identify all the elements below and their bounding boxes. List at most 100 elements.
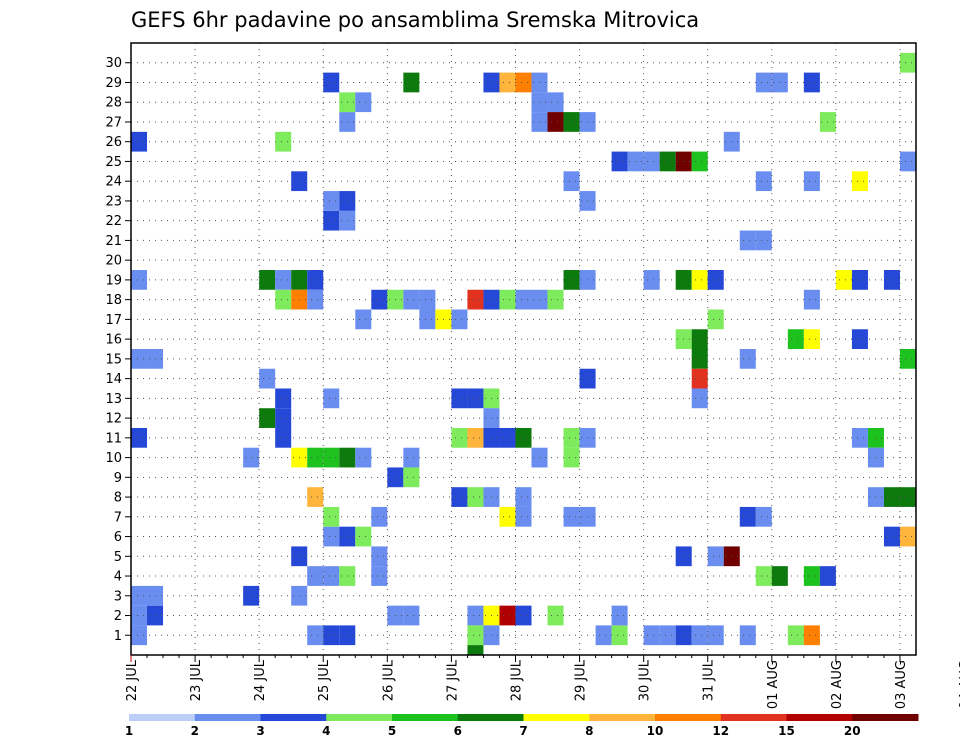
heatmap-cell bbox=[643, 625, 660, 646]
y-tick-label: 23 bbox=[105, 194, 122, 209]
heatmap-cell bbox=[803, 329, 820, 349]
heatmap-cell bbox=[835, 270, 852, 290]
heatmap-cell bbox=[659, 625, 676, 646]
y-tick-label: 7 bbox=[114, 510, 122, 525]
heatmap-cell bbox=[323, 210, 340, 231]
heatmap-cell bbox=[739, 506, 756, 527]
heatmap-cell bbox=[851, 329, 868, 349]
colorbar-swatch bbox=[852, 714, 919, 721]
heatmap-cell bbox=[131, 270, 148, 290]
y-tick-label: 13 bbox=[105, 392, 122, 407]
heatmap-cell bbox=[707, 309, 724, 330]
heatmap-cell bbox=[563, 447, 580, 468]
heatmap-cell bbox=[643, 151, 660, 172]
heatmap-cell bbox=[755, 506, 772, 527]
heatmap-cell bbox=[563, 171, 580, 192]
heatmap-cell bbox=[307, 566, 324, 586]
y-tick-label: 6 bbox=[114, 530, 122, 545]
colorbar-swatch bbox=[326, 714, 393, 721]
heatmap-cell bbox=[467, 605, 484, 626]
heatmap-cell bbox=[707, 546, 724, 567]
grid-layer bbox=[131, 43, 916, 655]
heatmap-cell bbox=[307, 289, 324, 310]
heatmap-cell bbox=[451, 487, 468, 507]
heatmap-cell bbox=[883, 487, 900, 507]
heatmap-cell bbox=[899, 52, 916, 73]
heatmap-cell bbox=[899, 526, 916, 547]
heatmap-cell bbox=[691, 151, 708, 172]
heatmap-cell bbox=[131, 605, 148, 626]
cells-layer bbox=[131, 52, 916, 655]
x-tick-label: 29 JUL bbox=[574, 659, 589, 701]
heatmap-cell bbox=[755, 230, 772, 251]
heatmap-cell bbox=[899, 487, 916, 507]
heatmap-cell bbox=[851, 270, 868, 290]
heatmap-cell bbox=[355, 92, 372, 113]
y-tick-label: 11 bbox=[105, 431, 122, 446]
heatmap-cell bbox=[323, 506, 340, 527]
colorbar-swatch bbox=[786, 714, 853, 721]
heatmap-cell bbox=[419, 289, 436, 310]
x-tick-label: 25 JUL bbox=[317, 659, 332, 701]
colorbar-swatch bbox=[260, 714, 327, 721]
heatmap-cell bbox=[307, 270, 324, 290]
heatmap-cell bbox=[323, 72, 340, 93]
heatmap-cell bbox=[611, 625, 628, 646]
heatmap-cell bbox=[371, 506, 388, 527]
heatmap-cell bbox=[899, 349, 916, 369]
heatmap-cell bbox=[275, 408, 292, 428]
heatmap-cell bbox=[515, 72, 532, 93]
x-tick-label: 31 JUL bbox=[702, 659, 717, 701]
colorbar-label: 20 bbox=[844, 724, 861, 738]
y-tick-label: 24 bbox=[105, 175, 122, 190]
x-tick-label: 24 JUL bbox=[253, 659, 268, 701]
y-tick-label: 17 bbox=[105, 313, 122, 328]
colorbar-swatch bbox=[129, 714, 196, 721]
heatmap-cell bbox=[403, 467, 420, 488]
heatmap-cell bbox=[515, 289, 532, 310]
y-tick-labels: 1234567891011121314151617181920212223242… bbox=[105, 56, 131, 644]
heatmap-cell bbox=[515, 506, 532, 527]
x-tick-label: 26 JUL bbox=[381, 659, 396, 701]
y-tick-label: 15 bbox=[105, 352, 122, 367]
colorbar-swatch bbox=[655, 714, 722, 721]
y-tick-label: 27 bbox=[105, 115, 122, 130]
heatmap-cell bbox=[691, 368, 708, 389]
x-tick-labels: 22 JUL 23 JUL 24 JUL 25 JUL 26 JUL 27 JUL 28 J… bbox=[125, 655, 960, 709]
plot-frame bbox=[130, 42, 917, 656]
heatmap-cell bbox=[259, 368, 276, 389]
y-tick-label: 2 bbox=[114, 609, 122, 624]
heatmap-cell bbox=[547, 605, 564, 626]
heatmap-cell bbox=[691, 329, 708, 349]
colorbar-label: 7 bbox=[519, 724, 527, 738]
heatmap-cell bbox=[131, 427, 148, 448]
heatmap-cell bbox=[499, 506, 516, 527]
y-tick-label: 12 bbox=[105, 412, 122, 427]
heatmap-cell bbox=[467, 625, 484, 646]
colorbar-swatch bbox=[194, 714, 261, 721]
x-tick-label: 03 AUG bbox=[894, 660, 909, 709]
y-tick-label: 16 bbox=[105, 333, 122, 348]
heatmap-cell bbox=[755, 566, 772, 586]
heatmap-cell bbox=[323, 191, 340, 211]
heatmap-cell bbox=[323, 526, 340, 547]
colorbar-label: 8 bbox=[585, 724, 593, 738]
heatmap-cell bbox=[755, 72, 772, 93]
x-tick-label: 28 JUL bbox=[509, 659, 524, 701]
heatmap-cell bbox=[547, 289, 564, 310]
heatmap-cell bbox=[499, 289, 516, 310]
y-tick-label: 28 bbox=[105, 96, 122, 111]
heatmap-cell bbox=[323, 625, 340, 646]
heatmap-cell bbox=[323, 447, 340, 468]
heatmap-cell bbox=[803, 625, 820, 646]
heatmap-cell bbox=[739, 625, 756, 646]
heatmap-cell bbox=[563, 112, 580, 132]
y-tick-label: 21 bbox=[105, 234, 122, 249]
heatmap-cell bbox=[467, 487, 484, 507]
heatmap-cell bbox=[787, 329, 804, 349]
heatmap-cell bbox=[467, 645, 484, 655]
heatmap-cell bbox=[355, 447, 372, 468]
heatmap-cell bbox=[275, 270, 292, 290]
heatmap-cell bbox=[691, 270, 708, 290]
colorbar-label: 1 bbox=[125, 724, 133, 738]
